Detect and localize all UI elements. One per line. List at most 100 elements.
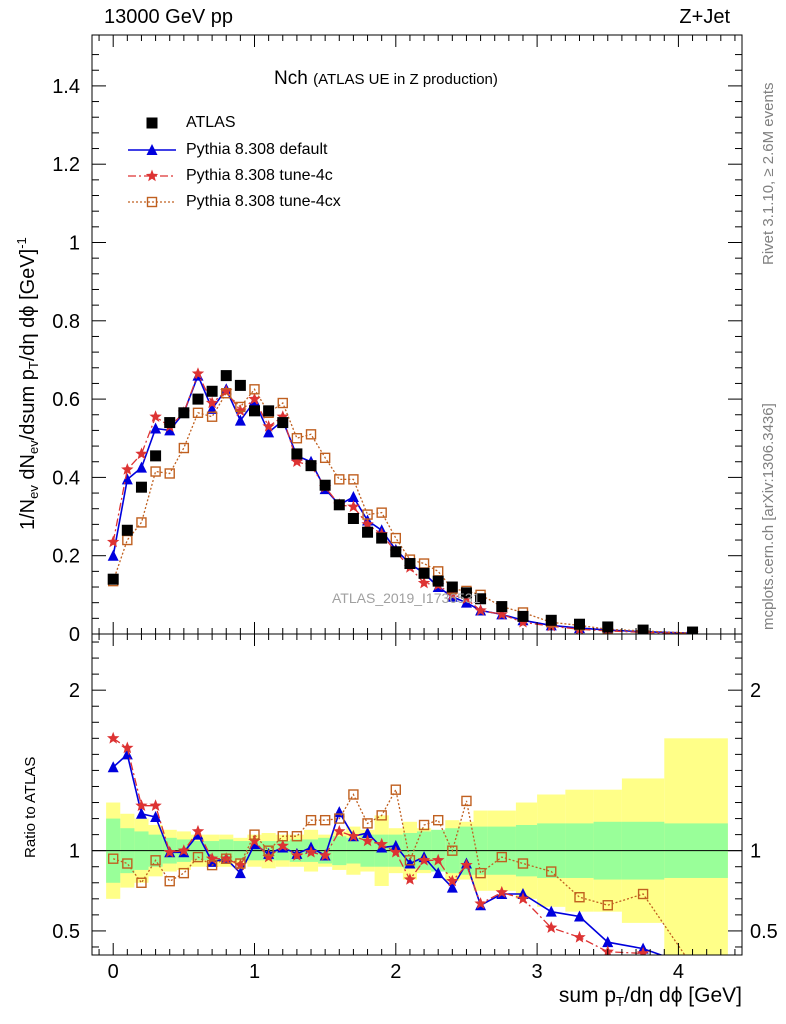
ratio-point-pythia-8-308-tune-4c <box>290 849 304 861</box>
main-point-pythia-8-308-tune-4cx <box>221 388 232 399</box>
main-point-atlas <box>637 624 649 634</box>
ratio-point-pythia-8-308-tune-4cx <box>319 814 331 826</box>
plot-title-sub: (ATLAS UE in Z production) <box>313 71 498 88</box>
main-point-pythia-8-308-tune-4cx <box>150 466 161 477</box>
ratio-point-pythia-8-308-tune-4c <box>417 853 431 866</box>
y-tick-label: 0.8 <box>52 311 80 333</box>
main-point-pythia-8-308-tune-4cx <box>178 442 190 454</box>
main-point-atlas <box>178 407 190 419</box>
ratio-point-pythia-8-308-tune-4c <box>121 741 134 754</box>
main-point-atlas <box>192 393 204 405</box>
main-point-pythia-8-308-tune-4c <box>276 410 289 422</box>
ratio-y-tick-label: 2 <box>69 680 80 702</box>
ratio-point-pythia-8-308-tune-4c <box>460 858 473 871</box>
ratio-point-pythia-8-308-tune-4c <box>234 858 247 871</box>
ratio-point-pythia-8-308-tune-4cx <box>574 892 585 903</box>
ratio-point-pythia-8-308-default <box>432 867 444 879</box>
ratio-point-pythia-8-308-tune-4c <box>403 873 417 885</box>
x-tick-label: 3 <box>532 961 543 983</box>
ratio-point-pythia-8-308-tune-4cx <box>263 845 274 856</box>
ratio-point-pythia-8-308-tune-4c <box>474 897 487 909</box>
main-point-pythia-8-308-tune-4cx <box>376 507 387 518</box>
ratio-point-pythia-8-308-default <box>121 748 133 760</box>
ratio-point-pythia-8-308-default <box>687 960 698 971</box>
ratio-plot-area <box>92 731 742 971</box>
main-point-atlas <box>602 621 614 633</box>
x-tick-label: 4 <box>673 961 684 983</box>
main-point-pythia-8-308-tune-4c <box>107 535 120 548</box>
ratio-point-pythia-8-308-default <box>545 905 557 917</box>
ratio-point-pythia-8-308-tune-4cx <box>136 877 147 888</box>
main-point-pythia-8-308-tune-4cx <box>334 474 345 485</box>
main-point-atlas <box>362 526 374 538</box>
y-tick-label: 0.6 <box>52 389 80 411</box>
ratio-point-pythia-8-308-default <box>602 936 614 948</box>
ratio-point-pythia-8-308-tune-4cx <box>496 851 507 863</box>
ratio-point-pythia-8-308-tune-4cx <box>376 810 387 821</box>
main-point-pythia-8-308-tune-4cx <box>277 397 288 409</box>
x-tick-label: 0 <box>108 961 119 983</box>
x-axis-label: sum pT/dη dϕ [GeV] <box>558 984 742 1009</box>
ratio-point-pythia-8-308-tune-4c <box>516 892 530 905</box>
main-point-atlas <box>418 567 430 579</box>
ratio-point-pythia-8-308-default <box>404 857 416 869</box>
ratio-point-pythia-8-308-tune-4c <box>319 849 332 861</box>
ratio-point-pythia-8-308-default <box>362 827 374 839</box>
ratio-point-pythia-8-308-tune-4c <box>149 799 162 811</box>
main-point-pythia-8-308-tune-4c <box>149 410 162 422</box>
mcplots-reference-label: mcplots.cern.ch [arXiv:1306.3436] <box>760 403 777 630</box>
main-line-pythia-8-308-tune-4c <box>112 372 693 634</box>
main-point-pythia-8-308-tune-4cx <box>192 407 204 419</box>
main-line-pythia-8-308-default <box>112 373 693 634</box>
ratio-point-pythia-8-308-tune-4cx <box>517 858 529 869</box>
ratio-point-pythia-8-308-tune-4c <box>107 731 120 744</box>
main-point-pythia-8-308-tune-4cx <box>249 384 260 395</box>
main-point-pythia-8-308-default <box>347 490 359 502</box>
main-point-atlas <box>517 610 529 622</box>
main-point-pythia-8-308-tune-4c <box>290 455 304 467</box>
main-point-pythia-8-308-tune-4c <box>121 463 134 475</box>
ratio-point-pythia-8-308-tune-4c <box>205 852 219 864</box>
main-point-atlas <box>496 601 508 613</box>
ratio-point-pythia-8-308-tune-4cx <box>362 818 373 829</box>
ratio-point-pythia-8-308-tune-4cx <box>192 851 204 863</box>
main-point-atlas <box>249 405 260 417</box>
main-point-atlas <box>446 581 458 593</box>
x-tick-label: 2 <box>390 961 401 983</box>
ratio-point-pythia-8-308-tune-4cx <box>546 866 557 877</box>
main-point-atlas <box>220 370 232 382</box>
main-point-atlas <box>135 481 147 493</box>
ratio-y-tick-label-right: 2 <box>750 680 761 702</box>
ratio-point-pythia-8-308-default <box>446 881 458 893</box>
ratio-point-pythia-8-308-tune-4cx <box>432 814 444 826</box>
main-point-pythia-8-308-tune-4cx <box>348 474 359 485</box>
ratio-point-pythia-8-308-tune-4cx <box>150 855 161 866</box>
main-plot-area <box>107 367 699 634</box>
main-point-atlas <box>545 614 557 626</box>
main-point-pythia-8-308-default <box>107 549 119 561</box>
main-point-pythia-8-308-tune-4cx <box>362 509 373 520</box>
ratio-axis-label: Ratio to ATLAS <box>22 756 39 858</box>
ratio-point-pythia-8-308-tune-4c <box>333 824 346 837</box>
main-point-atlas <box>121 524 133 536</box>
x-tick-label: 1 <box>249 961 260 983</box>
ratio-y-tick-label-right: 0.5 <box>750 921 778 943</box>
rivet-version-label: Rivet 3.1.10, ≥ 2.6M events <box>760 82 777 266</box>
main-point-atlas <box>376 532 388 544</box>
plot-title: Nch (ATLAS UE in Z production) <box>274 68 498 90</box>
y-tick-label: 0.2 <box>52 546 80 568</box>
legend-marker-sample <box>145 169 159 182</box>
main-point-atlas <box>460 587 472 599</box>
ratio-point-pythia-8-308-tune-4c <box>389 845 402 858</box>
main-point-atlas <box>107 573 119 585</box>
main-point-pythia-8-308-tune-4cx <box>319 452 331 464</box>
main-point-pythia-8-308-default <box>460 596 472 608</box>
main-point-pythia-8-308-tune-4c <box>205 396 219 409</box>
ratio-y-tick-label: 0.5 <box>52 921 80 943</box>
main-point-pythia-8-308-tune-4c <box>234 404 247 417</box>
main-point-atlas <box>475 593 487 605</box>
ratio-point-pythia-8-308-tune-4cx <box>305 814 317 826</box>
main-point-atlas <box>404 558 416 570</box>
ratio-point-pythia-8-308-tune-4cx <box>461 795 472 807</box>
main-point-atlas <box>291 448 303 460</box>
